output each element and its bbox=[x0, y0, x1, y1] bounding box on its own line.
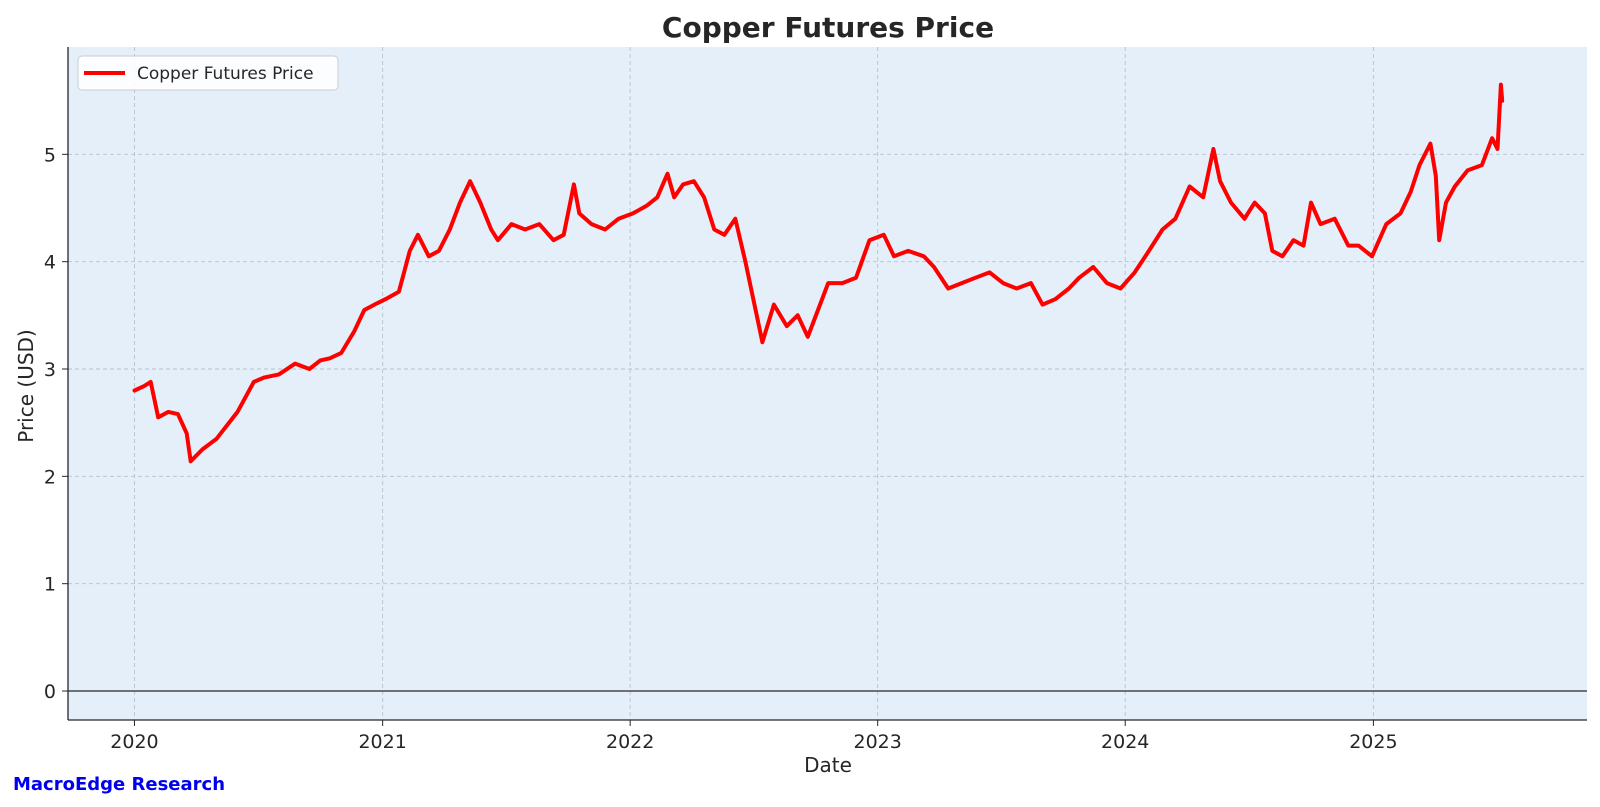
x-tick-label: 2023 bbox=[854, 731, 902, 753]
y-tick-label: 4 bbox=[44, 252, 56, 274]
x-axis-label: Date bbox=[804, 753, 852, 777]
y-tick-label: 0 bbox=[44, 681, 56, 703]
y-tick-label: 3 bbox=[44, 359, 56, 381]
legend-label: Copper Futures Price bbox=[137, 64, 314, 84]
legend-box bbox=[77, 55, 339, 91]
y-axis-label: Price (USD) bbox=[14, 329, 38, 443]
y-tick-label: 5 bbox=[44, 144, 56, 166]
y-axis-ticks: 0 1 2 3 4 5 bbox=[44, 144, 68, 703]
x-tick-label: 2025 bbox=[1349, 731, 1397, 753]
axes bbox=[67, 47, 1587, 721]
series-line-0 bbox=[132, 82, 1505, 464]
y-tick-label: 1 bbox=[44, 574, 56, 596]
series-group bbox=[132, 82, 1505, 464]
y-tick-label: 2 bbox=[44, 466, 56, 488]
chart-title: Copper Futures Price bbox=[662, 11, 994, 44]
watermark: MacroEdge Research bbox=[13, 774, 225, 795]
x-tick-label: 2022 bbox=[606, 731, 654, 753]
legend: Copper Futures Price bbox=[77, 55, 339, 91]
x-tick-label: 2021 bbox=[358, 731, 406, 753]
x-tick-label: 2024 bbox=[1101, 731, 1149, 753]
plot-area bbox=[68, 47, 1587, 720]
x-axis-ticks: 2020 2021 2022 2023 2024 2025 bbox=[110, 720, 1398, 753]
x-tick-label: 2020 bbox=[110, 731, 158, 753]
